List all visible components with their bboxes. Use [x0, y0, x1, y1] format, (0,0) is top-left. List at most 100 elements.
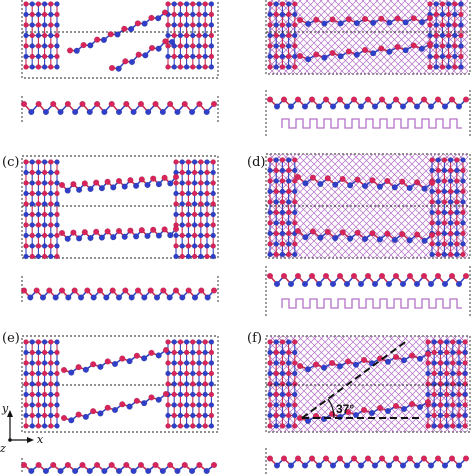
- substrate-bond: [332, 335, 430, 433]
- atom: [174, 108, 181, 116]
- angle-arc: [327, 398, 335, 419]
- supercell-box: [21, 335, 219, 433]
- atom: [273, 103, 281, 110]
- angle-annotation: 37°: [336, 402, 354, 416]
- atom: [302, 180, 309, 187]
- atom: [292, 167, 298, 174]
- atom: [285, 188, 292, 195]
- atom: [148, 349, 155, 356]
- atom: [279, 339, 286, 345]
- atom: [196, 381, 202, 387]
- atom: [29, 159, 35, 165]
- atom: [439, 22, 446, 28]
- atom: [431, 423, 437, 429]
- atom: [41, 391, 48, 398]
- atom: [121, 233, 128, 240]
- substrate-bond: [395, 359, 469, 433]
- substrate-bond: [402, 366, 469, 433]
- atom: [23, 159, 29, 165]
- atom: [191, 232, 198, 239]
- atom: [48, 211, 54, 218]
- atom: [447, 188, 454, 195]
- atom: [441, 178, 448, 184]
- atom: [399, 280, 407, 288]
- atom: [196, 64, 202, 70]
- atom: [452, 64, 458, 70]
- atom: [183, 423, 190, 429]
- substrate-bond: [457, 63, 469, 75]
- atom: [185, 169, 192, 176]
- atom: [347, 182, 354, 189]
- atom: [336, 455, 344, 462]
- atom: [292, 64, 298, 70]
- atom: [267, 360, 273, 366]
- atom: [196, 461, 203, 469]
- atom: [454, 251, 460, 258]
- substrate-bond: [465, 335, 469, 339]
- substrate-bond: [464, 70, 469, 75]
- substrate-bond: [402, 335, 469, 402]
- atom: [115, 294, 123, 301]
- atom: [426, 14, 434, 22]
- atom: [173, 180, 179, 186]
- atom: [294, 272, 302, 280]
- atom: [183, 381, 190, 387]
- atom: [179, 294, 186, 301]
- atom: [458, 1, 464, 7]
- atom: [198, 287, 205, 294]
- atom: [408, 400, 416, 408]
- atom: [267, 167, 273, 174]
- atom: [162, 390, 170, 398]
- atom: [123, 461, 130, 469]
- atom: [23, 360, 29, 366]
- atom: [279, 188, 286, 195]
- substrate-bond: [282, 0, 358, 75]
- atom: [64, 461, 71, 469]
- atom: [462, 412, 468, 419]
- atom: [171, 53, 177, 60]
- atom: [171, 349, 177, 356]
- atom: [279, 349, 286, 356]
- atom: [81, 180, 88, 187]
- atom: [204, 180, 210, 186]
- atom: [455, 280, 463, 288]
- atom: [427, 462, 435, 469]
- atom: [54, 243, 60, 249]
- atom: [439, 32, 446, 39]
- substrate-bond: [366, 156, 469, 259]
- atom: [433, 53, 439, 60]
- atom: [385, 103, 393, 110]
- atom: [104, 404, 111, 411]
- atom: [28, 108, 35, 116]
- atom: [171, 22, 177, 28]
- atom: [384, 358, 392, 365]
- atom: [353, 51, 360, 58]
- atom: [406, 455, 414, 462]
- atom: [153, 294, 161, 301]
- atom: [357, 103, 365, 110]
- atom: [191, 294, 199, 301]
- atom: [441, 241, 448, 247]
- atom: [456, 339, 462, 345]
- atom: [285, 53, 292, 60]
- atom: [177, 360, 184, 366]
- atom: [90, 408, 97, 415]
- atom: [202, 412, 208, 419]
- atom: [35, 381, 42, 387]
- atom: [321, 20, 328, 27]
- atom: [86, 108, 93, 116]
- atom: [202, 360, 208, 366]
- atom: [352, 411, 360, 419]
- atom: [87, 234, 94, 242]
- atom: [431, 412, 437, 419]
- atom: [174, 467, 181, 474]
- atom: [42, 467, 50, 474]
- atom: [292, 339, 298, 345]
- atom: [273, 412, 279, 419]
- atom: [450, 349, 456, 356]
- atom: [267, 178, 273, 184]
- atom: [439, 53, 446, 60]
- atom: [190, 22, 196, 28]
- atom: [343, 103, 351, 110]
- atom: [456, 370, 462, 377]
